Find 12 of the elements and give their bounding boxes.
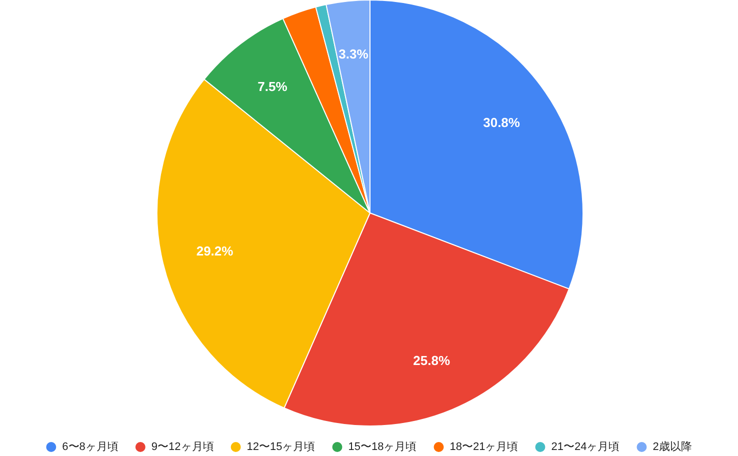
legend-label: 9〜12ヶ月頃 [151,441,214,453]
data-label: 30.8% [483,114,520,130]
data-label: 7.5% [258,78,288,94]
legend-label: 6〜8ヶ月頃 [62,441,118,453]
data-label: 3.3% [338,46,369,62]
data-label: 25.8% [413,352,450,368]
legend-label: 2歳以降 [652,440,692,453]
legend-label: 15〜18ヶ月頃 [348,441,417,453]
data-label: 29.2% [196,243,234,258]
legend-label: 21〜24ヶ月頃 [551,441,620,453]
legend-label: 18〜21ヶ月頃 [450,441,518,453]
legend-label: 12〜15ヶ月頃 [246,441,316,453]
